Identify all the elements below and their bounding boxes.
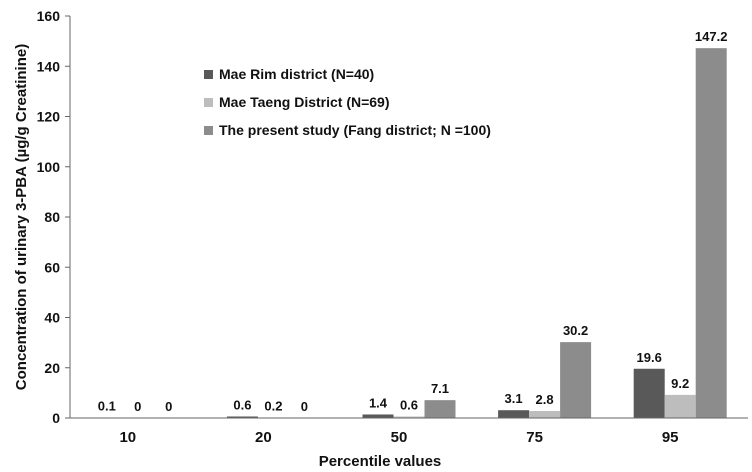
y-axis-ticks: 0 20 40 60 80 100 120 140 160 xyxy=(37,8,70,426)
bar-value-label: 30.2 xyxy=(563,323,588,338)
y-tick-label: 80 xyxy=(44,209,60,225)
bar-value-label: 0 xyxy=(134,399,141,414)
x-category-label: 75 xyxy=(526,429,543,446)
y-tick-label: 20 xyxy=(44,360,60,376)
y-tick-label: 100 xyxy=(37,159,61,175)
bar-value-label: 9.2 xyxy=(671,376,689,391)
bar-value-label: 0.6 xyxy=(400,397,418,412)
data-labels-group: 0.1 0 0 0.6 0.2 0 1.4 0.6 7.1 3.1 2.8 30.2 19.6 9.2 14… xyxy=(98,29,728,414)
bar xyxy=(633,368,665,418)
bar xyxy=(226,416,258,418)
bar xyxy=(664,394,696,418)
bar-value-label: 19.6 xyxy=(637,350,662,365)
x-category-label: 20 xyxy=(255,429,272,446)
legend-swatch xyxy=(204,126,213,135)
bar-value-label: 147.2 xyxy=(695,29,728,44)
legend: Mae Rim district (N=40) Mae Taeng Distric… xyxy=(204,66,491,138)
bar xyxy=(498,410,530,418)
bar xyxy=(529,410,561,418)
y-tick-label: 60 xyxy=(44,259,60,275)
bar-value-label: 0.2 xyxy=(264,398,282,413)
legend-label: Mae Taeng District (N=69) xyxy=(219,94,390,110)
legend-label: Mae Rim district (N=40) xyxy=(219,66,374,82)
bar-value-label: 0.1 xyxy=(98,399,116,414)
bar xyxy=(424,400,456,418)
bar xyxy=(695,48,727,418)
y-tick-label: 40 xyxy=(44,310,60,326)
bar-value-label: 3.1 xyxy=(505,391,523,406)
y-tick-label: 0 xyxy=(52,410,60,426)
legend-swatch xyxy=(204,98,213,107)
legend-swatch xyxy=(204,70,213,79)
bar-value-label: 0.6 xyxy=(233,397,251,412)
bar xyxy=(362,414,394,418)
y-tick-label: 140 xyxy=(37,58,61,74)
x-category-label: 95 xyxy=(662,429,679,446)
legend-label: The present study (Fang district; N =100… xyxy=(219,122,491,138)
bar-value-label: 2.8 xyxy=(536,392,554,407)
bar-value-label: 0 xyxy=(165,399,172,414)
bar-value-label: 7.1 xyxy=(431,381,449,396)
x-axis-title: Percentile values xyxy=(319,453,442,470)
bar-value-label: 1.4 xyxy=(369,395,388,410)
y-axis-title: Concentration of urinary 3-PBA (µg/g Cre… xyxy=(13,44,30,390)
bar xyxy=(560,342,592,418)
y-tick-label: 120 xyxy=(37,109,61,125)
y-tick-label: 160 xyxy=(37,8,61,24)
x-axis-categories: 10 20 50 75 95 xyxy=(119,429,678,446)
bar xyxy=(393,416,425,418)
x-category-label: 10 xyxy=(119,429,136,446)
x-category-label: 50 xyxy=(391,429,408,446)
bar-value-label: 0 xyxy=(301,399,308,414)
bars-group xyxy=(91,48,727,418)
